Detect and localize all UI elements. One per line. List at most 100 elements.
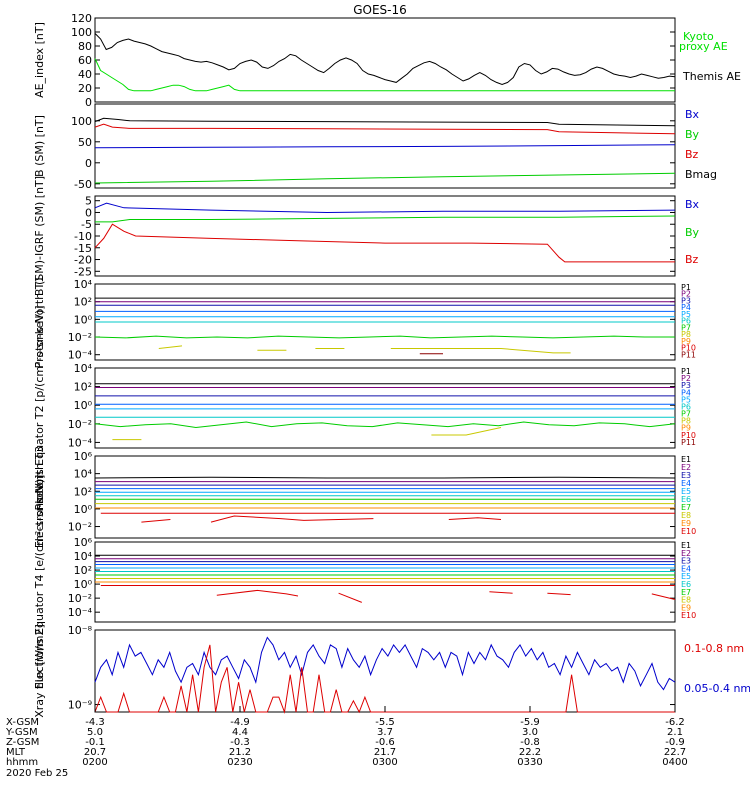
y-tick-labels: 100 50 0 -50 <box>71 115 675 191</box>
series-line-p7 <box>94 335 675 339</box>
y-tick-label: 0 <box>85 206 92 219</box>
y-tick-label: 10² <box>74 485 92 498</box>
y-tick-label: 10⁻² <box>68 592 92 605</box>
series-group <box>94 33 676 92</box>
x-tick-label: 21.7 <box>374 747 396 758</box>
y-axis-label: B (SM)-IGRF (SM) [nT] <box>33 176 46 296</box>
series-line-e10 <box>547 592 571 596</box>
y-tick-label: 0 <box>85 157 92 170</box>
legend-entry: E5 <box>681 487 691 496</box>
legend-entry: 0.1-0.8 nm <box>684 642 744 655</box>
y-tick-label: 10⁻² <box>68 331 92 344</box>
legend-entry: E3 <box>681 471 691 480</box>
y-tick-label: 100 <box>71 26 92 39</box>
series-line-e10 <box>338 592 362 603</box>
legend-entry: P1 <box>681 283 691 292</box>
x-tick-label: -0.3 <box>230 737 250 748</box>
y-tick-label: 5 <box>85 195 92 208</box>
legend: Bx By Bz <box>685 198 700 266</box>
series-line-e1 <box>94 476 676 479</box>
x-tick-label: -5.5 <box>375 717 395 728</box>
y-tick-label: -15 <box>74 242 92 255</box>
x-tick-label: -4.3 <box>85 717 105 728</box>
series-line-p8 <box>390 348 571 354</box>
series-group <box>94 636 676 714</box>
plot-title: GOES-16 <box>353 3 407 17</box>
x-tick-label: 0200 <box>82 757 107 768</box>
legend-entry: E10 <box>681 611 696 620</box>
series-line-e10 <box>216 589 299 597</box>
y-axis-label: Electrons Equator T4 [e/(cm²-s-sr-keV)] <box>33 475 46 690</box>
x-tick-label: 0330 <box>517 757 542 768</box>
legend-entry: proxy AE <box>679 40 728 53</box>
y-tick-label: 10⁰ <box>74 313 93 326</box>
series-line-by <box>95 215 676 223</box>
y-tick-label: -20 <box>74 254 92 267</box>
series-group <box>94 383 676 441</box>
panel-frame <box>94 17 676 103</box>
y-tick-label: 10⁻⁴ <box>68 606 93 619</box>
y-tick-label: 10⁻⁸ <box>68 624 93 637</box>
x-tick-label: -4.9 <box>230 717 250 728</box>
legend-entry: P5 <box>681 310 691 319</box>
legend-entry: E7 <box>681 588 691 597</box>
panel-8: 10⁻⁸ 10⁻⁹ Xray flux [W/m2] 0.1-0.8 nm 0.05-0… <box>33 624 750 718</box>
legend-entry: E10 <box>681 527 696 536</box>
y-tick-label: 10⁴ <box>74 362 93 375</box>
legend-entry: P2 <box>681 374 691 383</box>
series-line-0-05-0-4-nm <box>94 636 676 691</box>
y-tick-label: 120 <box>71 12 92 25</box>
y-tick-label: 10⁰ <box>74 399 93 412</box>
x-tick-label: 0400 <box>662 757 687 768</box>
legend-entry: Bx <box>685 108 700 121</box>
legend-entry: P1 <box>681 367 691 376</box>
legend-entry: E9 <box>681 603 691 612</box>
series-line-themis-ae <box>94 33 676 86</box>
y-tick-label: 10² <box>74 296 92 309</box>
x-row-label: Y-GSM <box>5 727 38 738</box>
series-line-p8 <box>158 345 183 349</box>
x-tick-label: 21.2 <box>229 747 251 758</box>
legend-entry: Bmag <box>685 168 717 181</box>
y-tick-label: 0 <box>85 96 92 109</box>
series-line-e10 <box>210 515 374 523</box>
y-tick-label: 10⁻⁴ <box>68 436 93 449</box>
y-tick-label: 10² <box>74 381 92 394</box>
panel-frame <box>94 195 676 277</box>
y-axis-label: Xray flux [W/m2] <box>33 624 46 718</box>
x-tick-label: -0.6 <box>375 737 395 748</box>
legend-entry: P2 <box>681 290 691 299</box>
date-label: 2020 Feb 25 <box>6 768 68 779</box>
series-group <box>94 297 675 355</box>
y-axis-label: B (SM) [nT] <box>33 115 46 177</box>
legend-entry: P3 <box>681 296 691 305</box>
x-tick-label: -0.9 <box>665 737 685 748</box>
legend: Bx By Bz Bmag <box>685 108 717 181</box>
x-tick-label: 20.7 <box>84 747 106 758</box>
series-line-0-1-0-8-nm <box>94 644 675 714</box>
y-tick-label: 60 <box>78 54 92 67</box>
legend-entry: E5 <box>681 572 691 581</box>
y-tick-label: -5 <box>81 218 92 231</box>
series-line-e10 <box>489 591 513 594</box>
x-tick-label: 4.4 <box>232 727 248 738</box>
series-group <box>94 117 676 184</box>
y-tick-label: -50 <box>74 178 92 191</box>
legend-entry: Kyoto <box>683 30 714 43</box>
series-group <box>94 202 676 263</box>
legend-entry: 0.05-0.4 nm <box>684 682 750 695</box>
series-line-e10 <box>651 593 676 600</box>
legend-entry: P4 <box>681 303 691 312</box>
x-tick-label: -0.1 <box>85 737 105 748</box>
x-tick-label: 22.2 <box>519 747 541 758</box>
legend-entry: P11 <box>681 350 696 359</box>
x-row-label: MLT <box>6 747 26 758</box>
